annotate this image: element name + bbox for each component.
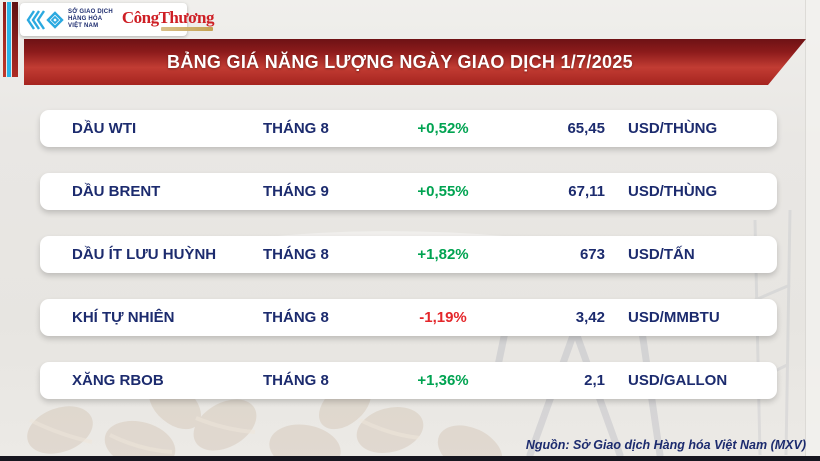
page-title: BẢNG GIÁ NĂNG LƯỢNG NGÀY GIAO DỊCH 1/7/2… [167, 51, 633, 72]
percent-change: +1,36% [417, 372, 469, 389]
contract-month: THÁNG 8 [263, 246, 329, 263]
price-unit: USD/THÙNG [628, 183, 718, 200]
bottom-bar [0, 456, 820, 461]
commodity-name: XĂNG RBOB [72, 372, 164, 389]
percent-change: +1,82% [417, 246, 469, 263]
contract-month: THÁNG 9 [263, 183, 329, 200]
background-right-band [805, 0, 820, 456]
table-row: DẦU ÍT LƯU HUỲNH THÁNG 8 +1,82% 673 USD/… [40, 236, 777, 273]
price-value: 67,11 [568, 183, 605, 200]
contract-month: THÁNG 8 [263, 372, 329, 389]
price-table: DẦU WTI THÁNG 8 +0,52% 65,45 USD/THÙNG D… [40, 110, 777, 399]
table-row: KHÍ TỰ NHIÊN THÁNG 8 -1,19% 3,42 USD/MMB… [40, 299, 777, 336]
table-row: XĂNG RBOB THÁNG 8 +1,36% 2,1 USD/GALLON [40, 362, 777, 399]
price-unit: USD/MMBTU [628, 309, 720, 326]
table-row: DẦU WTI THÁNG 8 +0,52% 65,45 USD/THÙNG [40, 110, 777, 147]
contract-month: THÁNG 8 [263, 309, 329, 326]
title-banner: BẢNG GIÁ NĂNG LƯỢNG NGÀY GIAO DỊCH 1/7/2… [24, 39, 806, 85]
percent-change: +0,55% [417, 183, 469, 200]
contract-month: THÁNG 8 [263, 120, 329, 137]
commodity-name: DẦU ÍT LƯU HUỲNH [72, 246, 217, 263]
price-unit: USD/THÙNG [628, 120, 718, 137]
percent-change: -1,19% [419, 309, 467, 326]
commodity-name: DẦU WTI [72, 120, 137, 137]
price-value: 65,45 [567, 120, 605, 137]
accent-stripe-red-thin [3, 2, 6, 77]
logo-plate: SỞ GIAO DỊCH HÀNG HÓA VIỆT NAM CôngThươn… [20, 3, 214, 36]
congthuong-logo: CôngThương [122, 9, 214, 31]
price-unit: USD/GALLON [628, 372, 728, 389]
mxv-logo-icon [26, 9, 64, 31]
accent-stripe-red-wide [12, 2, 18, 77]
mxv-logo-text: SỞ GIAO DỊCH HÀNG HÓA VIỆT NAM [68, 9, 113, 29]
price-value: 2,1 [584, 372, 605, 389]
table-row: DẦU BRENT THÁNG 9 +0,55% 67,11 USD/THÙNG [40, 173, 777, 210]
price-value: 673 [579, 246, 605, 263]
commodity-name: KHÍ TỰ NHIÊN [72, 309, 175, 326]
price-value: 3,42 [575, 309, 605, 326]
source-note: Nguồn: Sở Giao dịch Hàng hóa Việt Nam (M… [525, 438, 806, 452]
congthuong-logo-subbar [160, 27, 213, 31]
percent-change: +0,52% [417, 120, 469, 137]
price-unit: USD/TẤN [628, 246, 695, 263]
accent-stripe-cyan [7, 2, 11, 77]
commodity-name: DẦU BRENT [72, 183, 161, 200]
